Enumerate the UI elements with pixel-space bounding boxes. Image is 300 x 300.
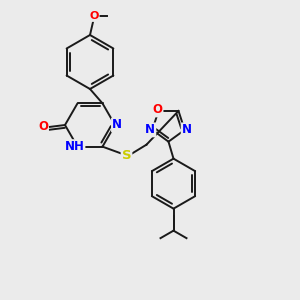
Text: O: O <box>89 11 99 21</box>
Text: N: N <box>145 123 155 136</box>
Text: S: S <box>122 149 131 162</box>
Text: N: N <box>182 123 192 136</box>
Text: O: O <box>152 103 163 116</box>
Text: O: O <box>38 121 48 134</box>
Text: N: N <box>112 118 122 131</box>
Text: NH: NH <box>64 140 84 153</box>
